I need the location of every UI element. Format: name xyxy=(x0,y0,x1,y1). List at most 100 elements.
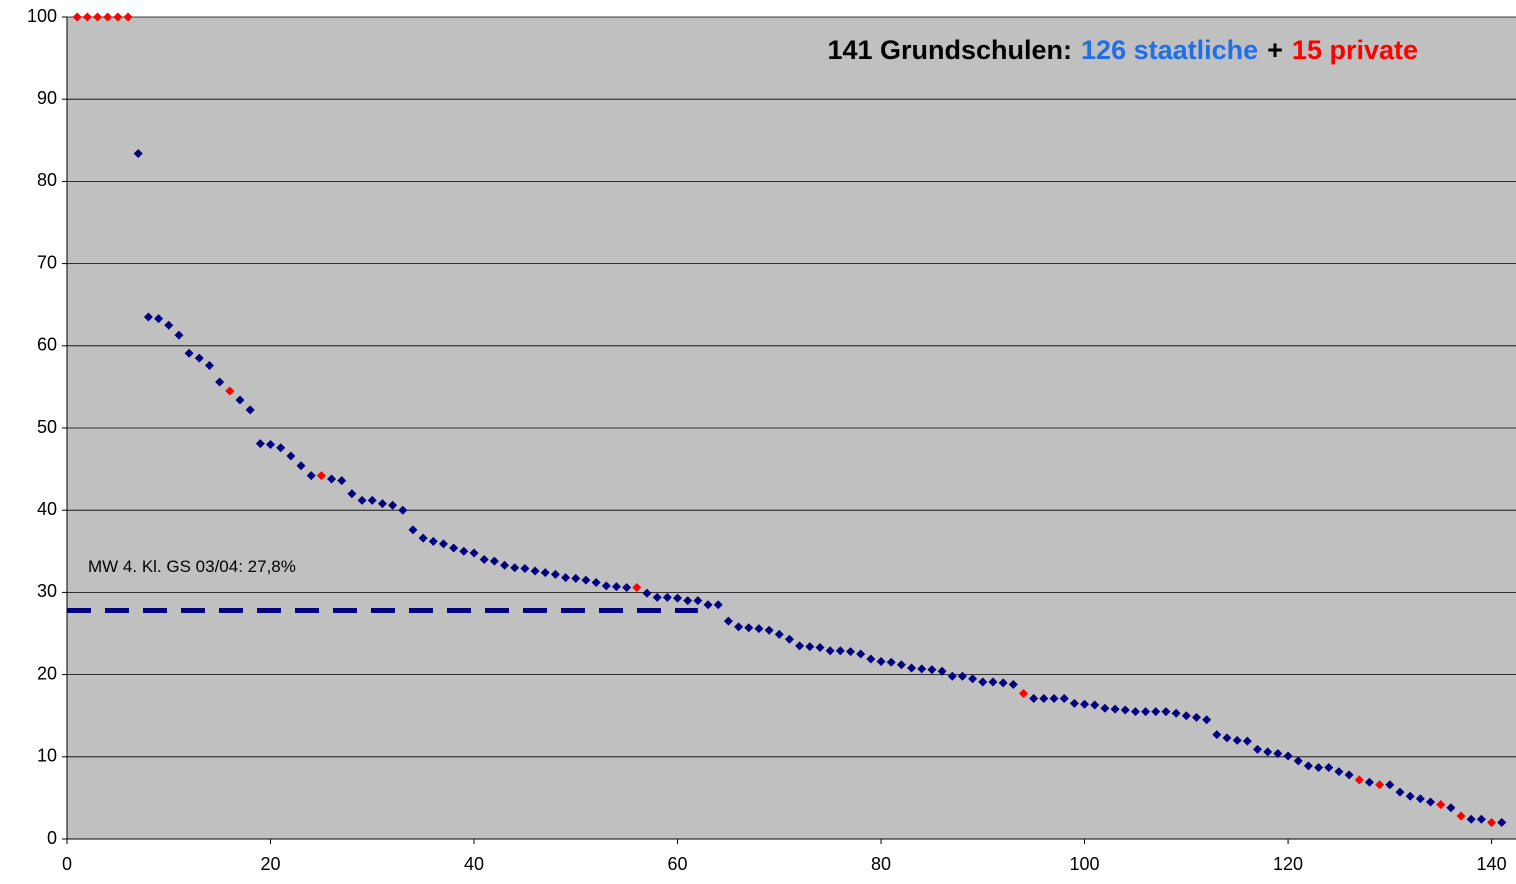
point xyxy=(1120,705,1130,715)
point xyxy=(276,443,286,453)
point xyxy=(683,596,693,606)
y-tick-label: 60 xyxy=(37,335,57,355)
title-part: + xyxy=(1267,35,1283,65)
point xyxy=(907,663,917,673)
point xyxy=(266,439,276,449)
point xyxy=(805,642,815,652)
point xyxy=(795,641,805,651)
y-tick-label: 30 xyxy=(37,581,57,601)
point xyxy=(357,495,367,505)
point xyxy=(1436,799,1446,809)
point xyxy=(1019,689,1029,699)
point xyxy=(123,12,133,22)
point xyxy=(296,461,306,471)
title-part: 15 private xyxy=(1292,35,1418,65)
point xyxy=(723,616,733,626)
point xyxy=(1293,756,1303,766)
y-tick-label: 50 xyxy=(37,417,57,437)
point xyxy=(428,536,438,546)
point xyxy=(164,320,174,330)
x-tick-label: 80 xyxy=(871,854,891,874)
point xyxy=(1202,715,1212,725)
point xyxy=(815,642,825,652)
point xyxy=(388,500,398,510)
x-tick-label: 100 xyxy=(1070,854,1100,874)
point xyxy=(1314,762,1324,772)
point xyxy=(103,12,113,22)
point xyxy=(734,622,744,632)
point xyxy=(1476,814,1486,824)
point xyxy=(255,439,265,449)
point xyxy=(601,581,611,591)
point xyxy=(1100,703,1110,713)
point xyxy=(377,499,387,509)
point xyxy=(1171,708,1181,718)
point xyxy=(459,546,469,556)
point xyxy=(113,12,123,22)
point xyxy=(1415,794,1425,804)
x-tick-label: 120 xyxy=(1273,854,1303,874)
point xyxy=(846,647,856,657)
point xyxy=(235,395,245,405)
point xyxy=(632,582,642,592)
point xyxy=(1497,818,1507,828)
point xyxy=(72,12,82,22)
point xyxy=(500,560,510,570)
point xyxy=(204,361,214,371)
point xyxy=(469,548,479,558)
point xyxy=(1181,711,1191,721)
point xyxy=(337,476,347,486)
point xyxy=(154,314,164,324)
point xyxy=(774,629,784,639)
point xyxy=(347,489,357,499)
point xyxy=(998,678,1008,688)
point xyxy=(744,623,754,633)
y-tick-label: 90 xyxy=(37,88,57,108)
point xyxy=(652,592,662,602)
point xyxy=(1110,704,1120,714)
point xyxy=(764,625,774,635)
point xyxy=(1191,712,1201,722)
point xyxy=(1151,707,1161,717)
point xyxy=(866,654,876,664)
point xyxy=(1303,761,1313,771)
point xyxy=(1069,698,1079,708)
point xyxy=(1456,811,1466,821)
point xyxy=(835,646,845,656)
point xyxy=(642,588,652,598)
point xyxy=(1364,777,1374,787)
point xyxy=(520,564,530,574)
y-tick-label: 100 xyxy=(27,6,57,26)
y-tick-label: 20 xyxy=(37,663,57,683)
point xyxy=(225,386,235,396)
point xyxy=(316,471,326,481)
mean-label: MW 4. Kl. GS 03/04: 27,8% xyxy=(88,557,296,576)
point xyxy=(1253,744,1263,754)
point xyxy=(896,660,906,670)
point xyxy=(174,330,184,340)
point xyxy=(398,505,408,515)
point xyxy=(673,593,683,603)
point xyxy=(133,148,143,158)
point xyxy=(489,556,499,566)
point xyxy=(1130,707,1140,717)
chart-title: 141 Grundschulen: 126 staatliche +15 priva… xyxy=(827,35,1418,65)
point xyxy=(550,569,560,579)
y-tick-label: 10 xyxy=(37,746,57,766)
point xyxy=(693,596,703,606)
point xyxy=(703,600,713,610)
point xyxy=(93,12,103,22)
point xyxy=(856,649,866,659)
point xyxy=(215,377,225,387)
y-tick-label: 0 xyxy=(47,828,57,848)
point xyxy=(143,312,153,322)
point xyxy=(825,646,835,656)
point xyxy=(1029,693,1039,703)
point xyxy=(1049,693,1059,703)
point xyxy=(540,568,550,578)
y-tick-label: 70 xyxy=(37,252,57,272)
point xyxy=(1161,707,1171,717)
point xyxy=(82,12,92,22)
point xyxy=(1334,767,1344,777)
